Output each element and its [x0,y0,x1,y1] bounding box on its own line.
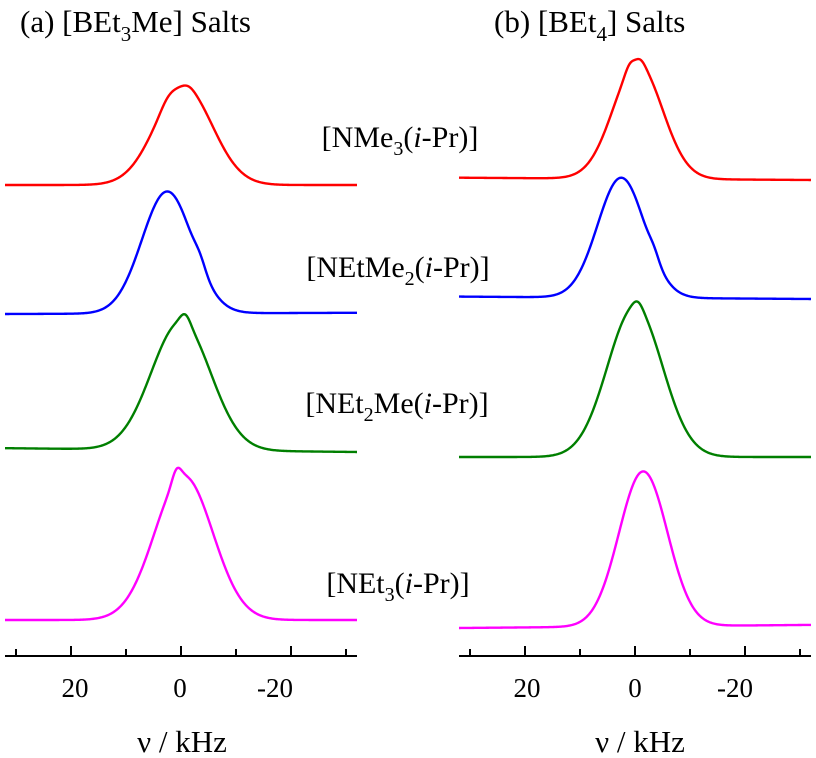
panel-a: 20 0 -20 ν / kHz [4,84,358,758]
panel-b-trace-1 [458,57,812,182]
label-nme3-ipr: [NMe3(i-Pr)] [322,121,479,160]
panel-a-trace-4 [4,466,358,622]
panel-a-ticks [15,646,347,656]
panel-a-x-label: ν / kHz [137,724,227,758]
label-net2me-ipr: [NEt2Me(i-Pr)] [305,387,488,426]
panel-b-trace-2 [458,176,812,301]
panel-b-x-label: ν / kHz [595,724,685,758]
panel-b-trace-3 [458,300,812,459]
panel-a-trace-1 [4,84,358,187]
panel-b-title: (b) [BEt4] Salts [494,4,685,46]
panel-b-tick-label-20: 20 [514,673,541,703]
panel-a-tick-label-minus20: -20 [257,673,293,703]
panel-b-traces [458,57,812,630]
panel-b: 20 0 -20 ν / kHz [458,57,812,758]
panel-b-tick-label-minus20: -20 [717,673,753,703]
label-netme2-ipr: [NEtMe2(i-Pr)] [306,251,489,290]
panel-a-tick-label-0: 0 [173,673,187,703]
panel-a-traces [4,84,358,622]
panel-a-title: (a) [BEt3Me] Salts [20,4,251,46]
panel-b-tick-label-0: 0 [628,673,642,703]
panel-b-ticks [469,646,801,656]
panel-a-trace-2 [4,190,358,316]
panel-a-trace-3 [4,312,358,454]
panel-a-tick-label-20: 20 [62,673,89,703]
label-net3-ipr: [NEt3(i-Pr)] [326,567,469,606]
panel-b-trace-4 [458,470,812,630]
